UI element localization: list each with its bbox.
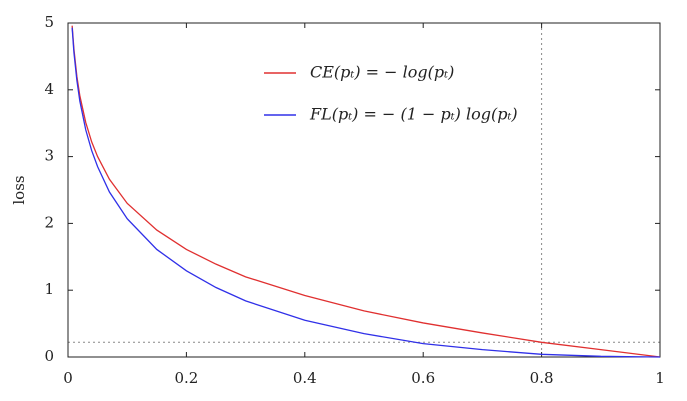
x-tick-label: 0.6 bbox=[411, 369, 435, 387]
y-tick-label: 3 bbox=[44, 147, 54, 165]
x-tick-label: 0.2 bbox=[174, 369, 198, 387]
legend-label: FL(pₜ) = − (1 − pₜ) log(pₜ) bbox=[309, 105, 518, 124]
y-tick-label: 4 bbox=[44, 80, 54, 98]
line-series bbox=[71, 27, 661, 358]
plot-frame bbox=[67, 22, 661, 358]
y-tick-label: 0 bbox=[44, 347, 54, 365]
line-series bbox=[71, 25, 661, 358]
x-tick-label: 1 bbox=[655, 369, 665, 387]
y-tick-label: 1 bbox=[44, 280, 54, 298]
legend-label: CE(pₜ) = − log(pₜ) bbox=[310, 63, 454, 82]
x-tick-label: 0.4 bbox=[293, 369, 317, 387]
x-tick-label: 0 bbox=[63, 369, 73, 387]
y-tick-label: 2 bbox=[44, 213, 54, 231]
y-axis-label: loss bbox=[10, 175, 28, 204]
y-tick-label: 5 bbox=[44, 13, 54, 31]
x-tick-label: 0.8 bbox=[530, 369, 554, 387]
